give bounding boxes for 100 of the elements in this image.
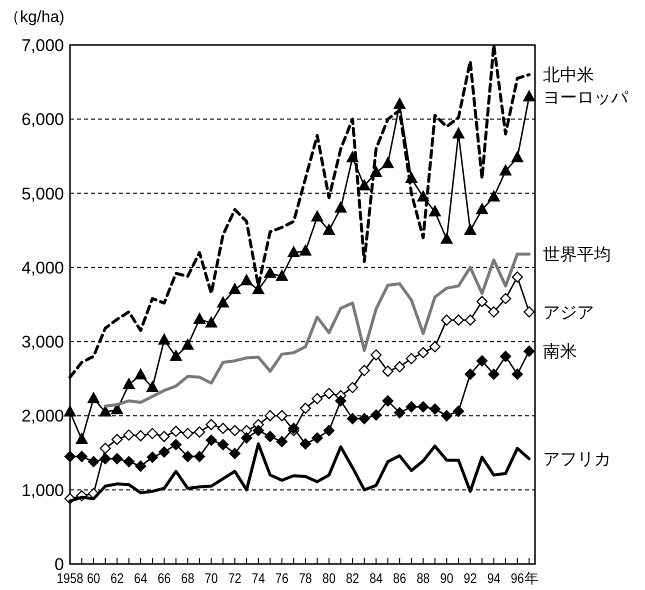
point xyxy=(323,424,335,436)
point xyxy=(276,270,288,281)
series-label: 世界平均 xyxy=(543,245,611,266)
point xyxy=(99,406,112,417)
x-tick-label: 92 xyxy=(464,570,480,586)
x-tick-label: 86 xyxy=(393,570,409,586)
point xyxy=(500,164,512,176)
point xyxy=(524,306,535,318)
point xyxy=(476,203,488,214)
point xyxy=(135,430,146,442)
point xyxy=(122,378,135,390)
point xyxy=(417,190,430,202)
point xyxy=(346,151,359,162)
point xyxy=(194,426,206,438)
point xyxy=(488,368,500,380)
x-tick-label: 74 xyxy=(252,570,268,586)
y-tick-label: 5,000 xyxy=(21,184,64,204)
point xyxy=(229,424,240,436)
x-tick-label: 88 xyxy=(416,570,432,586)
x-tick-label: 64 xyxy=(134,570,150,586)
y-tick-label: 1,000 xyxy=(21,480,64,500)
point xyxy=(264,266,276,278)
point xyxy=(405,172,418,183)
y-tick-label: 6,000 xyxy=(21,110,64,130)
point xyxy=(394,98,406,109)
point xyxy=(464,368,476,380)
point xyxy=(311,210,324,222)
point xyxy=(335,395,346,406)
point xyxy=(288,422,300,434)
point xyxy=(240,432,252,444)
x-tick-label: 80 xyxy=(322,570,338,586)
point xyxy=(158,334,170,345)
point xyxy=(346,413,358,424)
series-label: 北中米 xyxy=(543,66,594,86)
point xyxy=(452,127,464,138)
point xyxy=(418,347,429,358)
point xyxy=(312,393,323,404)
point xyxy=(358,364,370,376)
point xyxy=(429,341,441,352)
point xyxy=(100,442,111,454)
point xyxy=(300,438,312,450)
series-label: アフリカ xyxy=(543,450,611,470)
point xyxy=(264,430,276,442)
point xyxy=(111,434,123,446)
x-tick-label: 62 xyxy=(110,570,126,586)
point xyxy=(252,283,264,294)
point xyxy=(252,424,264,436)
point xyxy=(158,430,170,442)
y-tick-label: 3,000 xyxy=(21,332,64,352)
point xyxy=(441,410,452,422)
point xyxy=(217,422,229,434)
point xyxy=(382,395,394,406)
point xyxy=(524,346,535,357)
point xyxy=(146,452,158,463)
point xyxy=(476,355,488,366)
point xyxy=(64,406,76,417)
point xyxy=(512,368,523,380)
point xyxy=(146,428,158,440)
x-tick-label: 60 xyxy=(86,570,103,586)
point xyxy=(276,436,288,448)
point xyxy=(334,202,347,213)
point xyxy=(323,388,335,400)
point xyxy=(240,274,253,286)
x-axis-title: 年 xyxy=(524,571,538,587)
point xyxy=(170,439,182,450)
point xyxy=(418,401,429,412)
x-tick-label: 78 xyxy=(298,570,314,586)
point xyxy=(358,413,370,424)
point xyxy=(182,338,194,350)
point xyxy=(500,292,512,304)
y-tick-label: 2,000 xyxy=(21,406,64,426)
y-tick-label: 7,000 xyxy=(21,36,64,55)
point xyxy=(158,446,170,458)
point xyxy=(452,406,464,417)
point xyxy=(488,190,500,202)
x-tick-label: 72 xyxy=(228,570,244,586)
x-tick-label: 82 xyxy=(346,570,362,586)
point xyxy=(406,353,417,364)
x-tick-label: 70 xyxy=(204,570,220,586)
point xyxy=(299,244,312,256)
point xyxy=(111,453,123,464)
point xyxy=(182,428,194,440)
x-tick-label: 84 xyxy=(369,570,386,586)
point xyxy=(346,382,358,394)
point xyxy=(206,434,217,446)
point xyxy=(464,224,476,235)
point xyxy=(358,179,370,190)
point xyxy=(406,401,417,412)
point xyxy=(370,409,382,421)
point xyxy=(511,151,524,162)
point xyxy=(170,350,182,361)
point xyxy=(217,296,230,308)
y-axis-title: （kg/ha) xyxy=(4,9,64,26)
x-tick-label: 94 xyxy=(487,570,503,586)
point xyxy=(488,306,500,318)
point xyxy=(182,450,194,462)
point xyxy=(193,312,206,324)
point xyxy=(134,368,147,380)
x-tick-label: 68 xyxy=(181,570,197,586)
point xyxy=(382,157,394,168)
